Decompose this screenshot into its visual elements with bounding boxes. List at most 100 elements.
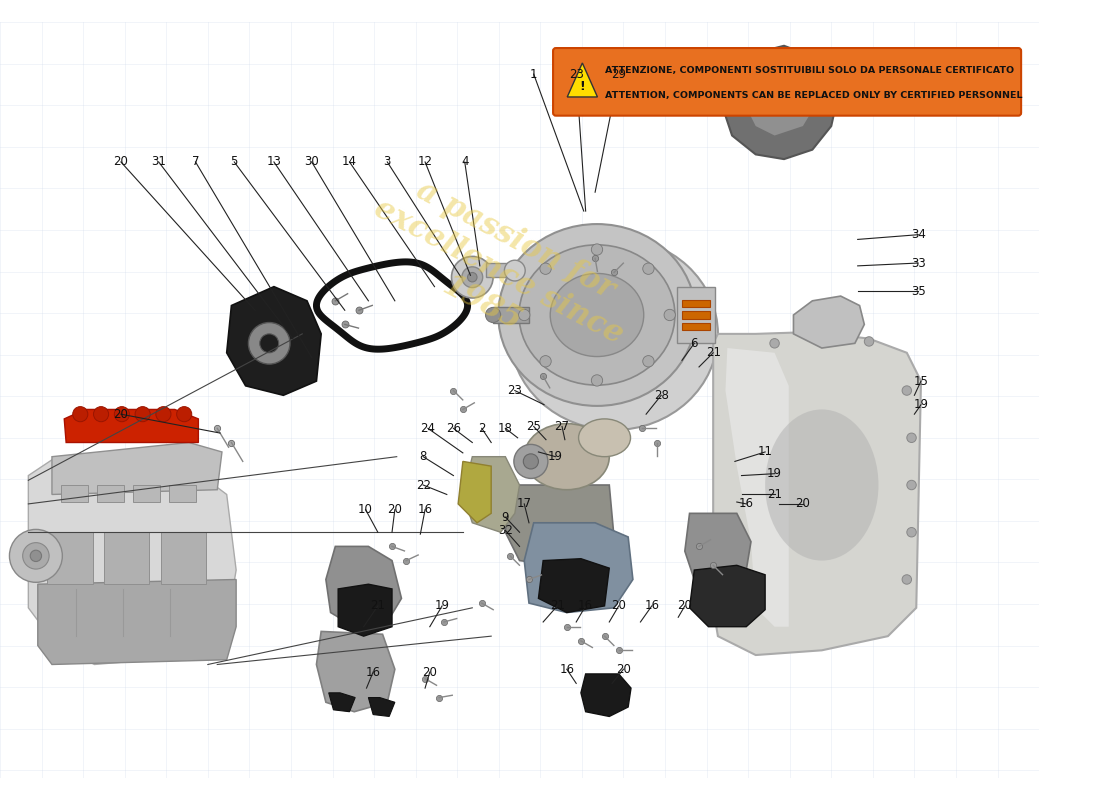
Circle shape (770, 338, 779, 348)
Circle shape (540, 263, 551, 274)
Circle shape (114, 406, 130, 422)
Text: 20: 20 (422, 666, 437, 678)
Text: 5: 5 (231, 155, 238, 169)
Text: 19: 19 (767, 467, 782, 480)
Text: 1: 1 (530, 68, 538, 81)
Text: 20: 20 (113, 155, 129, 169)
Circle shape (642, 263, 654, 274)
Ellipse shape (550, 274, 644, 357)
Text: 3: 3 (384, 155, 390, 169)
Circle shape (906, 480, 916, 490)
FancyBboxPatch shape (553, 48, 1021, 116)
Ellipse shape (766, 410, 879, 561)
Polygon shape (338, 584, 392, 636)
Circle shape (177, 406, 191, 422)
Circle shape (260, 334, 278, 353)
Bar (47, 532, 92, 584)
Text: 34: 34 (911, 228, 925, 241)
Polygon shape (525, 522, 632, 613)
Polygon shape (690, 566, 766, 626)
Circle shape (592, 244, 603, 255)
Ellipse shape (510, 238, 718, 430)
Polygon shape (37, 579, 236, 665)
Circle shape (468, 273, 477, 282)
Text: 16: 16 (559, 662, 574, 676)
Polygon shape (726, 348, 789, 626)
Text: 8: 8 (419, 450, 427, 463)
Polygon shape (64, 410, 198, 442)
Text: 35: 35 (911, 285, 925, 298)
Circle shape (451, 257, 493, 298)
Ellipse shape (519, 245, 675, 385)
Polygon shape (505, 485, 614, 566)
Circle shape (906, 527, 916, 537)
Text: 4: 4 (461, 155, 469, 169)
Text: 16: 16 (739, 498, 754, 510)
Circle shape (906, 433, 916, 442)
Polygon shape (329, 693, 355, 712)
Text: 20: 20 (612, 599, 626, 613)
Circle shape (524, 454, 538, 469)
Text: 19: 19 (548, 450, 563, 463)
Polygon shape (326, 546, 402, 626)
Bar (62, 485, 88, 502)
Circle shape (462, 267, 483, 287)
Polygon shape (463, 457, 519, 532)
Text: 24: 24 (420, 422, 436, 435)
Circle shape (514, 444, 548, 478)
Text: 16: 16 (418, 503, 432, 516)
Circle shape (94, 406, 109, 422)
Text: a passion for
excellence since
1985: a passion for excellence since 1985 (352, 161, 646, 382)
Text: 7: 7 (191, 155, 199, 169)
Circle shape (902, 386, 912, 395)
Polygon shape (723, 46, 840, 159)
Text: 32: 32 (498, 524, 513, 537)
Circle shape (592, 374, 603, 386)
Circle shape (902, 574, 912, 584)
Text: 18: 18 (498, 422, 513, 435)
Ellipse shape (579, 419, 630, 457)
Bar (169, 485, 196, 502)
Text: 27: 27 (554, 420, 570, 433)
Circle shape (249, 322, 290, 364)
Polygon shape (581, 674, 631, 717)
Circle shape (485, 307, 501, 322)
Text: 17: 17 (517, 498, 531, 510)
Polygon shape (745, 58, 817, 135)
Text: 16: 16 (365, 666, 381, 678)
Circle shape (540, 356, 551, 367)
Polygon shape (29, 457, 236, 665)
Circle shape (518, 310, 530, 321)
Text: 2: 2 (478, 422, 485, 435)
Polygon shape (713, 332, 921, 655)
Ellipse shape (525, 424, 609, 490)
Circle shape (30, 550, 42, 562)
Polygon shape (227, 286, 321, 395)
Bar (103, 532, 150, 584)
Text: 26: 26 (446, 422, 461, 435)
Text: 6: 6 (691, 337, 698, 350)
Circle shape (642, 356, 654, 367)
Polygon shape (793, 296, 865, 348)
Text: 25: 25 (526, 420, 541, 433)
Text: 20: 20 (616, 662, 631, 676)
Text: 19: 19 (434, 599, 450, 613)
Text: 22: 22 (416, 478, 431, 491)
Text: 9: 9 (502, 510, 509, 524)
Text: 21: 21 (767, 488, 782, 501)
Text: 19: 19 (913, 398, 928, 411)
Text: 11: 11 (758, 446, 772, 458)
Bar (161, 532, 206, 584)
Text: 16: 16 (579, 599, 593, 613)
Text: 16: 16 (645, 599, 659, 613)
Text: ATTENTION, COMPONENTS CAN BE REPLACED ONLY BY CERTIFIED PERSONNEL: ATTENTION, COMPONENTS CAN BE REPLACED ON… (605, 91, 1023, 100)
Bar (682, 311, 711, 318)
Circle shape (817, 334, 826, 343)
Text: 21: 21 (371, 599, 385, 613)
Text: 21: 21 (706, 346, 721, 359)
Circle shape (23, 542, 50, 569)
Bar (133, 485, 160, 502)
Text: 21: 21 (550, 599, 564, 613)
Bar (97, 485, 123, 502)
Polygon shape (368, 698, 395, 717)
